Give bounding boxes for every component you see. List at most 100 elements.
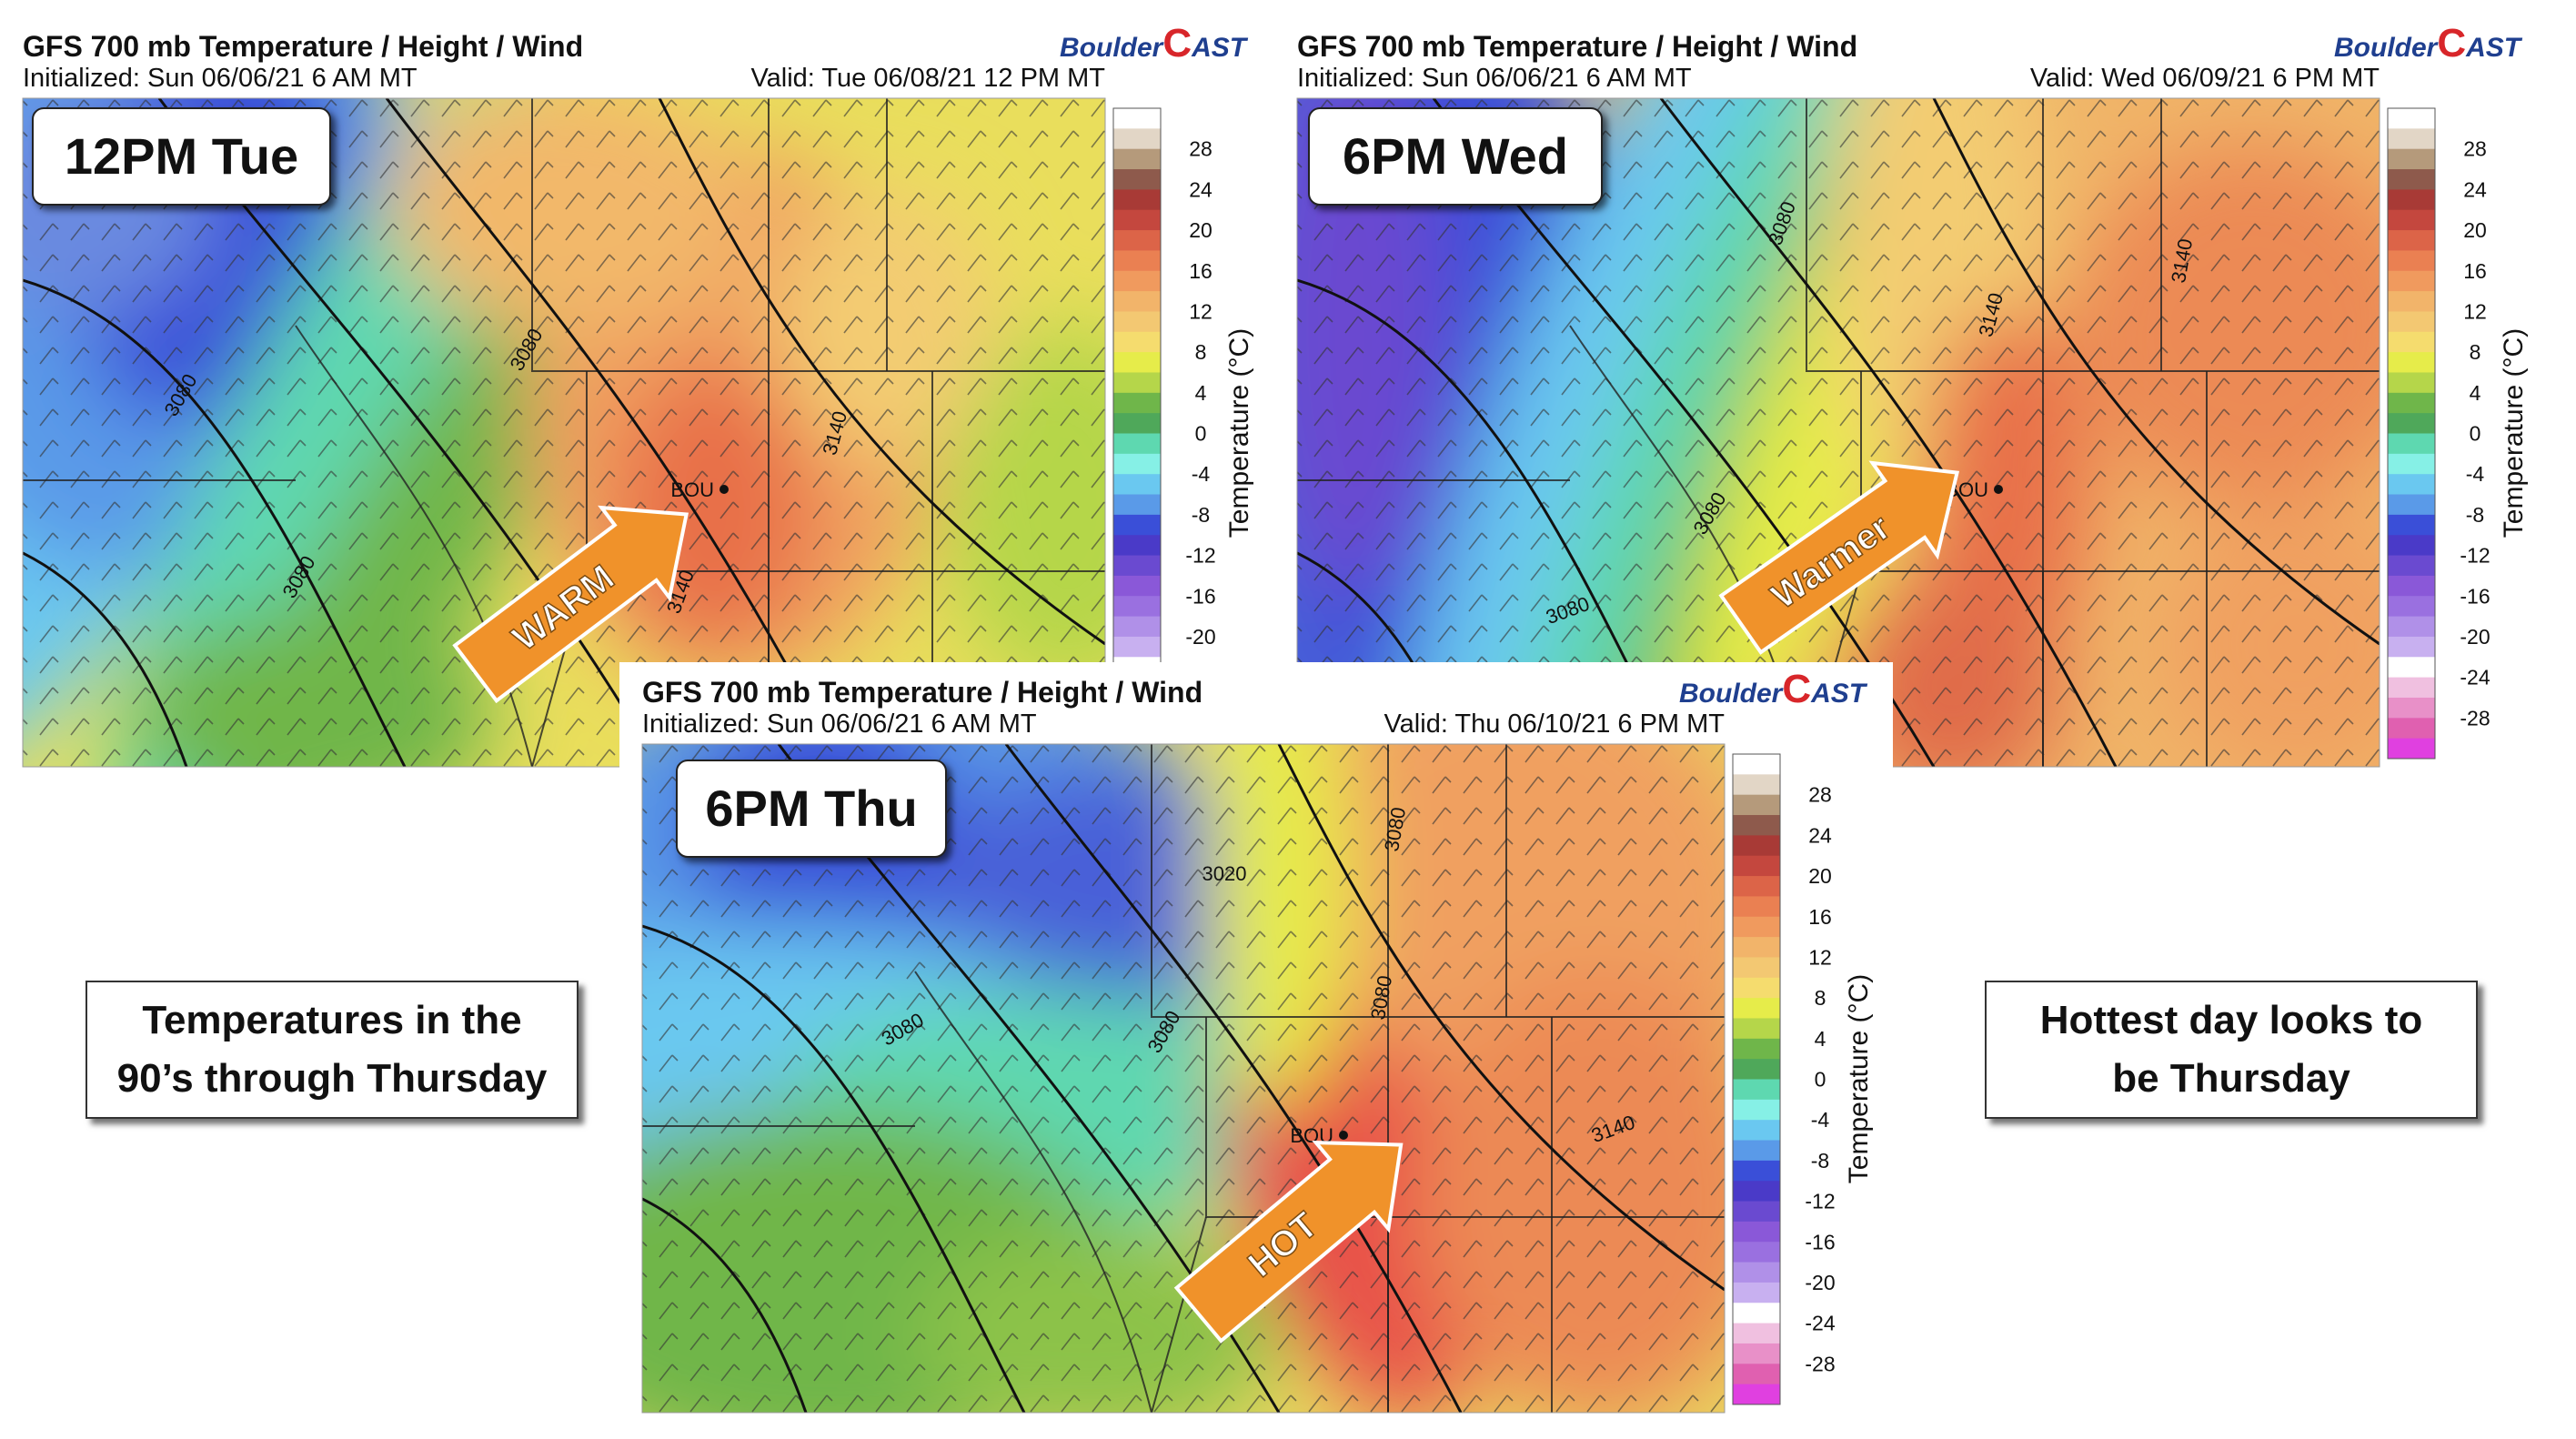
map-title: GFS 700 mb Temperature / Height / Wind (642, 676, 1202, 709)
colorbar-segment (2388, 291, 2435, 312)
colorbar-segment (1733, 957, 1780, 979)
valid-time: Valid: Thu 06/10/21 6 PM MT (1384, 709, 1725, 739)
colorbar-tick-label: 0 (1195, 422, 1207, 446)
colorbar-segment (1113, 270, 1161, 292)
colorbar-segment (1113, 331, 1161, 353)
station-label: BOU (670, 478, 714, 501)
colorbar-segment (2388, 169, 2435, 190)
contour-label: 3020 (1202, 862, 1247, 885)
note-box: Temperatures in the 90’s through Thursda… (86, 981, 579, 1119)
colorbar-segment (2388, 514, 2435, 536)
colorbar-tick-label: 16 (1189, 259, 1213, 283)
colorbar-tick-label: 0 (1815, 1068, 1826, 1092)
height-contour (23, 278, 407, 767)
colorbar-tick-label: 4 (2470, 381, 2481, 405)
colorbar-segment (1733, 1282, 1780, 1303)
colorbar-tick-label: -12 (1185, 544, 1215, 568)
colorbar-segment (1113, 514, 1161, 536)
colorbar-segment (2388, 535, 2435, 557)
colorbar-segment (2388, 433, 2435, 455)
colorbar-tick-label: -4 (2466, 462, 2485, 486)
colorbar-tick-label: -24 (2460, 666, 2490, 689)
height-contour (642, 1197, 808, 1413)
badge-label: 6PM Thu (705, 780, 917, 837)
logo-text: AST (2465, 33, 2523, 63)
valid-time: Valid: Wed 06/09/21 6 PM MT (2030, 64, 2380, 93)
colorbar-segment (1113, 108, 1161, 129)
logo: BoulderCAST (1679, 667, 1868, 711)
colorbar-segment (1733, 1099, 1780, 1121)
colorbar-tick-label: 16 (1808, 905, 1832, 929)
colorbar-segment (2388, 372, 2435, 394)
colorbar-segment (1733, 855, 1780, 877)
colorbar-segment (1113, 250, 1161, 272)
colorbar-segment (1733, 794, 1780, 816)
colorbar-segment (1113, 148, 1161, 170)
colorbar-segment (1113, 189, 1161, 211)
time-badge: 6PM Thu (676, 760, 947, 858)
colorbar-segment (1733, 774, 1780, 796)
colorbar-tick-label: -16 (1805, 1230, 1835, 1253)
map-frame (641, 743, 1726, 1414)
colorbar-segment (2388, 677, 2435, 699)
colorbar-segment (1733, 937, 1780, 958)
colorbar-segment (1733, 835, 1780, 857)
colorbar-segment (2388, 575, 2435, 597)
colorbar-tick-label: 20 (1808, 864, 1832, 888)
arrow-shape (1173, 1140, 1404, 1343)
colorbar-tick-label: -28 (2460, 706, 2490, 730)
map-title: GFS 700 mb Temperature / Height / Wind (1297, 30, 1857, 63)
colorbar-segment (1113, 392, 1161, 414)
colorbar-tick-label: 24 (1808, 823, 1832, 847)
colorbar-segment (1113, 535, 1161, 557)
init-time: Initialized: Sun 06/06/21 6 AM MT (642, 709, 1037, 739)
colorbar-segment (2388, 738, 2435, 760)
height-contour (385, 98, 843, 767)
logo-text: AST (1810, 679, 1868, 709)
colorbar-segment (1113, 413, 1161, 434)
colorbar-segment (1113, 209, 1161, 231)
colorbar-segment (1733, 998, 1780, 1019)
colorbar-segment (1733, 1140, 1780, 1162)
colorbar-tick-label: -8 (2466, 503, 2484, 527)
colorbar-segment (1733, 1038, 1780, 1060)
badge-label: 6PM Wed (1343, 127, 1568, 185)
colorbar-segment (2388, 616, 2435, 638)
colorbar-segment (1113, 453, 1161, 475)
colorbar-segment (2388, 189, 2435, 211)
colorbar-tick-label: 24 (2463, 177, 2487, 201)
colorbar-segment (1113, 128, 1161, 150)
colorbar-segment (2388, 555, 2435, 577)
colorbar-segment (1733, 1181, 1780, 1203)
colorbar-segment (1733, 977, 1780, 999)
map-panel: GFS 700 mb Temperature / Height / WindIn… (619, 662, 1893, 1414)
colorbar-tick-label: 12 (1189, 299, 1213, 323)
station-dot (1339, 1131, 1348, 1140)
colorbar-segment (1733, 815, 1780, 836)
logo-text: Boulder (1060, 33, 1165, 63)
state-border (1151, 744, 1725, 1018)
colorbar-tick-label: -8 (1192, 503, 1210, 527)
station-dot (719, 485, 729, 494)
colorbar-segment (2388, 270, 2435, 292)
colorbar-tick-label: 8 (1195, 340, 1207, 364)
colorbar-segment (2388, 250, 2435, 272)
colorbar-segment (1113, 352, 1161, 373)
colorbar-segment (2388, 657, 2435, 679)
colorbar-segment (1733, 1384, 1780, 1405)
colorbar-segment (2388, 392, 2435, 414)
colorbar-tick-label: -4 (1192, 462, 1211, 486)
colorbar-segment (1733, 1201, 1780, 1223)
height-contour (1932, 98, 2380, 646)
map-area: 308030803080314031403080BOUWARM (23, 98, 1105, 767)
colorbar-segment (1113, 636, 1161, 658)
colorbar-segment (1733, 1364, 1780, 1385)
colorbar-segment (1733, 1323, 1780, 1344)
colorbar-segment (2388, 311, 2435, 333)
colorbar-tick-label: -16 (1185, 584, 1215, 608)
height-contour (23, 551, 188, 767)
colorbar-tick-label: -28 (1805, 1352, 1835, 1375)
colorbar-tick-label: -4 (1811, 1108, 1830, 1132)
logo-text: Boulder (1679, 679, 1785, 709)
